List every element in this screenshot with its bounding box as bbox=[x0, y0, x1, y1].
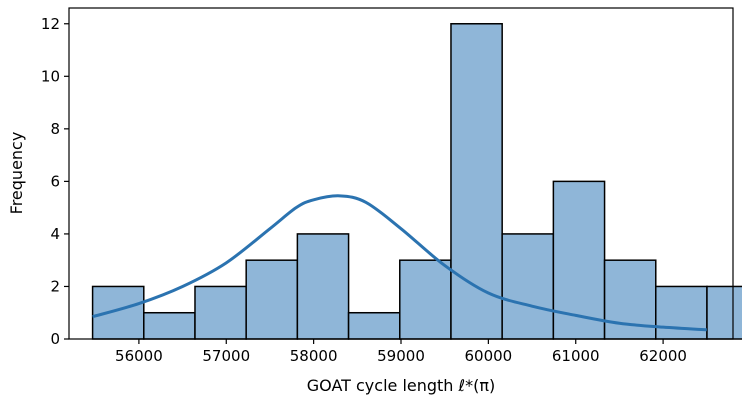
histogram-bar bbox=[399, 259, 452, 340]
histogram-bar bbox=[655, 285, 708, 340]
x-tick-label: 60000 bbox=[465, 347, 513, 365]
y-tick-label: 10 bbox=[41, 67, 60, 85]
histogram-bar bbox=[347, 311, 401, 340]
y-tick-label: 0 bbox=[50, 330, 60, 348]
histogram-bar bbox=[91, 285, 145, 340]
y-tick-label: 4 bbox=[50, 225, 60, 243]
x-axis-label: GOAT cycle length ℓ*(π) bbox=[307, 376, 496, 395]
y-tick-label: 2 bbox=[50, 277, 60, 295]
y-axis-label: Frequency bbox=[7, 132, 26, 215]
kde-curve bbox=[92, 194, 707, 332]
histogram-bar bbox=[296, 233, 350, 340]
histogram-bar bbox=[143, 311, 196, 340]
histogram-bar bbox=[706, 285, 742, 340]
x-tick-label: 62000 bbox=[639, 347, 687, 365]
y-tick-label: 8 bbox=[50, 120, 60, 138]
x-tick-label: 59000 bbox=[377, 347, 425, 365]
x-tick-label: 58000 bbox=[290, 347, 338, 365]
histogram-bar bbox=[450, 23, 503, 340]
x-tick-label: 56000 bbox=[115, 347, 163, 365]
x-tick-label: 57000 bbox=[202, 347, 250, 365]
x-tick-label: 61000 bbox=[552, 347, 600, 365]
y-tick-label: 6 bbox=[50, 172, 60, 190]
histogram-bar bbox=[245, 259, 299, 340]
histogram-bars bbox=[91, 23, 742, 340]
x-axis: 56000 57000 58000 59000 60000 61000 62000 bbox=[115, 339, 687, 365]
histogram-bar bbox=[194, 285, 247, 340]
histogram-bar bbox=[501, 233, 555, 340]
y-axis: 0 2 4 6 8 10 12 bbox=[41, 15, 69, 348]
y-tick-label: 12 bbox=[41, 15, 60, 33]
